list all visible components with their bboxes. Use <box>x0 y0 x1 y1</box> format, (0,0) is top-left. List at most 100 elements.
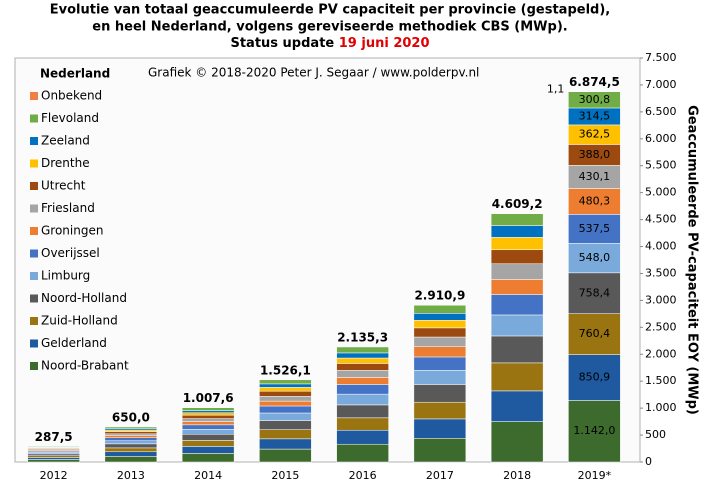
y-tick-label: 2.000 <box>645 347 677 360</box>
chart-title-line3: Status update 19 juni 2020 <box>230 36 429 51</box>
segment-label: 300,8 <box>579 93 611 106</box>
bar-segment <box>181 446 235 454</box>
bar-segment <box>490 362 544 392</box>
bar-segment <box>181 410 235 413</box>
bar-segment <box>413 336 467 347</box>
y-tick-label: 6.000 <box>645 132 677 145</box>
bar-segment <box>490 213 544 226</box>
y-tick-label: 0 <box>645 455 652 468</box>
bar-segment <box>104 440 158 445</box>
y-tick-label: 4.000 <box>645 240 677 253</box>
x-tick-label: 2018 <box>503 469 531 482</box>
y-tick-label: 5.500 <box>645 159 677 172</box>
bar-segment <box>259 400 312 407</box>
bar-segment <box>490 390 544 422</box>
bar-segment <box>181 429 235 435</box>
legend-label: Noord-Holland <box>41 291 127 305</box>
bar-segment <box>336 363 389 371</box>
bar-segment <box>181 421 235 426</box>
x-tick-label: 2016 <box>349 469 377 482</box>
legend-swatch <box>30 294 38 303</box>
legend-swatch <box>30 92 38 100</box>
bar-segment <box>181 418 235 422</box>
bar-segment <box>568 354 621 401</box>
segment-label: 314,5 <box>579 109 611 122</box>
bar-segment <box>336 443 389 463</box>
segment-label: 362,5 <box>579 128 611 141</box>
legend-label: Gelderland <box>41 336 107 350</box>
segment-label: 548,0 <box>579 251 611 264</box>
x-tick-label: 2013 <box>117 469 145 482</box>
bar-segment <box>568 188 621 215</box>
legend-label: Drenthe <box>41 156 90 170</box>
segment-label: 388,0 <box>579 148 611 161</box>
bar-segment <box>259 390 312 397</box>
bar-segment <box>104 435 158 439</box>
bar-segment <box>259 420 312 430</box>
bar-segment <box>259 438 312 450</box>
bar-segment <box>27 453 80 456</box>
total-label: 2.910,9 <box>414 289 465 303</box>
bar-segment <box>181 453 235 463</box>
y-tick-label: 500 <box>645 428 666 441</box>
y-tick-label: 5.000 <box>645 186 677 199</box>
bar-segment <box>413 346 467 358</box>
bar-segment <box>490 314 544 337</box>
legend-swatch <box>30 137 38 145</box>
segment-label: 1.142,0 <box>573 424 615 437</box>
bar-segment <box>336 346 389 354</box>
bar-segment <box>568 400 621 463</box>
y-tick-label: 1.500 <box>645 374 677 387</box>
x-tick-label: 2014 <box>194 469 222 482</box>
legend-swatch <box>30 182 38 190</box>
bar-segment <box>259 387 312 392</box>
total-label: 287,5 <box>35 430 73 444</box>
segment-label: 430,1 <box>579 170 611 183</box>
legend-label: Onbekend <box>41 89 102 103</box>
legend-swatch <box>30 227 38 235</box>
total-label: 650,0 <box>112 410 150 424</box>
bar-segment <box>27 446 80 448</box>
bar-segment <box>490 335 544 364</box>
segment-label: 760,4 <box>579 327 611 340</box>
segment-label: 850,9 <box>579 371 611 384</box>
total-label: 4.609,2 <box>492 197 543 211</box>
bar-segment <box>336 352 389 359</box>
bar-segment <box>490 279 544 295</box>
bar-segment <box>413 370 467 385</box>
bar-segment <box>259 383 312 388</box>
legend-label: Flevoland <box>41 111 99 125</box>
segment-label: 480,3 <box>579 194 611 207</box>
bar-segment <box>490 225 544 238</box>
y-tick-label: 1.000 <box>645 401 677 414</box>
legend-title: Nederland <box>40 67 110 81</box>
legend-swatch <box>30 362 38 370</box>
x-tick-label: 2019* <box>578 469 612 482</box>
bar-segment <box>413 327 467 338</box>
bar-segment <box>181 424 235 430</box>
bar-segment <box>104 437 158 441</box>
legend-swatch <box>30 159 38 168</box>
bar-segment <box>336 357 389 364</box>
x-tick-label: 2015 <box>271 469 299 482</box>
bar-segment <box>490 263 544 280</box>
x-tick-label: 2017 <box>426 469 454 482</box>
legend-swatch <box>30 204 38 213</box>
bar-segment <box>490 421 544 463</box>
plot-area <box>14 57 641 463</box>
bar-segment <box>181 407 235 411</box>
bar-segment <box>413 320 467 329</box>
status-date: 19 juni 2020 <box>339 36 430 51</box>
legend-label: Noord-Brabant <box>41 359 129 373</box>
bar-segment <box>490 249 544 265</box>
bar-segment <box>413 418 467 439</box>
legend-swatch <box>30 339 38 348</box>
bar-segment <box>181 440 235 447</box>
bar-segment <box>27 457 80 460</box>
total-label: 2.135,3 <box>337 330 388 344</box>
chart-title: Evolutie van totaal geaccumuleerde PV ca… <box>50 3 610 18</box>
bar-segment <box>104 443 158 449</box>
bar-segment <box>413 304 467 314</box>
chart-title-line2: en heel Nederland, volgens gereviseerde … <box>92 20 567 35</box>
